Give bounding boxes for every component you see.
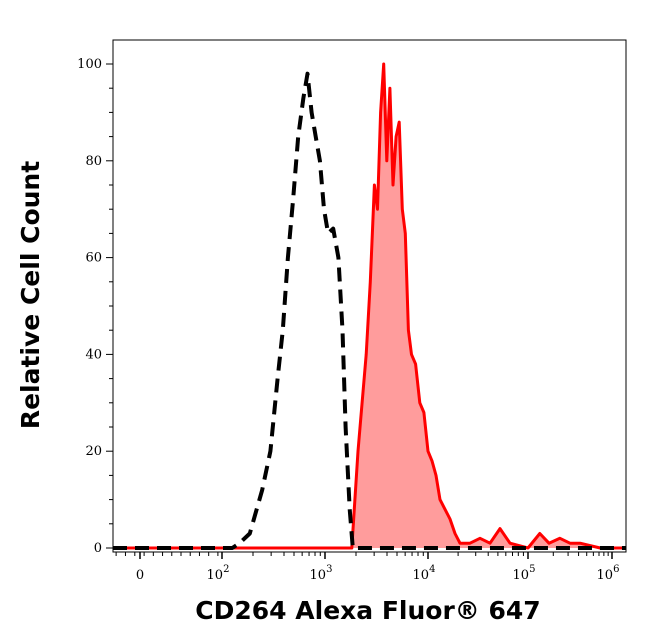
x-tick-label: 106 <box>597 564 620 583</box>
x-tick-label: 105 <box>513 564 536 583</box>
x-tick-base: 10 <box>207 568 224 583</box>
x-tick-label: 102 <box>207 564 230 583</box>
x-tick-label: 0 <box>136 568 144 583</box>
x-tick-base: 10 <box>513 568 530 583</box>
y-tick-label: 0 <box>94 541 102 556</box>
series-layer <box>113 62 626 550</box>
y-tick-label: 60 <box>85 251 102 266</box>
x-tick-exp: 2 <box>223 564 229 575</box>
series-line-0 <box>113 71 626 550</box>
x-tick-base: 10 <box>310 568 327 583</box>
y-axis-title: Relative Cell Count <box>16 161 45 429</box>
x-tick-exp: 3 <box>326 564 332 575</box>
x-tick-base: 10 <box>413 568 430 583</box>
x-tick-label: 104 <box>413 564 436 583</box>
series-line-1 <box>113 62 626 550</box>
x-tick-exp: 4 <box>429 564 435 575</box>
x-axis-title: CD264 Alexa Fluor® 647 <box>195 596 540 625</box>
y-tick-label: 80 <box>85 154 102 169</box>
y-tick-label: 100 <box>77 57 102 72</box>
x-tick-label: 103 <box>310 564 333 583</box>
x-tick-exp: 6 <box>613 564 619 575</box>
x-tick-base: 10 <box>597 568 614 583</box>
y-tick-label: 40 <box>85 347 102 362</box>
x-tick-exp: 5 <box>529 564 535 575</box>
y-tick-label: 20 <box>85 444 102 459</box>
